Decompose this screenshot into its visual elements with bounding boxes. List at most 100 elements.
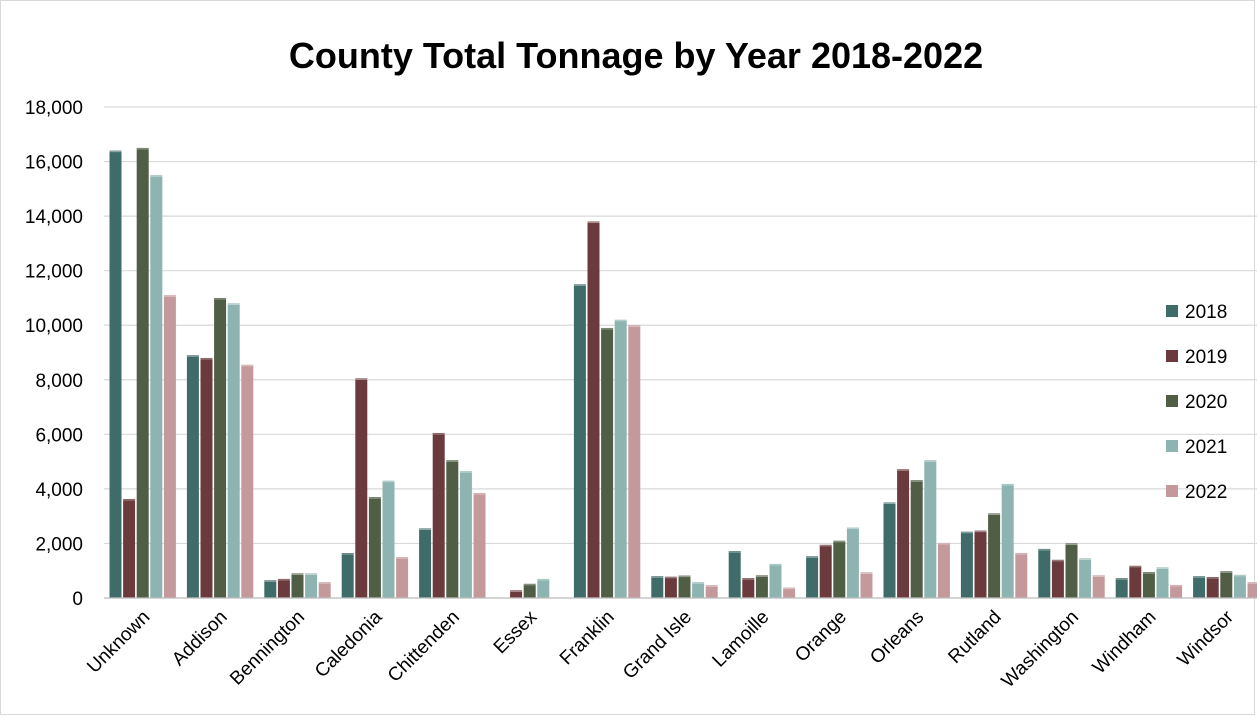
y-tick-label: 12,000 <box>25 262 83 283</box>
bar-windham-2019 <box>1129 566 1141 598</box>
bar-chittenden-2021 <box>460 471 472 598</box>
legend-swatch <box>1166 440 1178 452</box>
bar-unknown-2018 <box>110 151 122 598</box>
bar-addison-2022 <box>241 365 253 598</box>
bar-essex-2020 <box>524 584 536 598</box>
bar-unknown-2021 <box>150 175 162 598</box>
bar-rutland-2018 <box>961 532 973 598</box>
bar-windsor-2021 <box>1234 575 1246 598</box>
bar-bennington-2022 <box>319 582 331 598</box>
x-tick-label: Orange <box>791 607 851 667</box>
bar-bennington-2021 <box>305 573 317 598</box>
x-tick-label: Chittenden <box>384 607 464 687</box>
legend-label: 2020 <box>1185 392 1227 413</box>
bar-lamoille-2018 <box>729 551 741 598</box>
bar-windsor-2018 <box>1193 576 1205 598</box>
x-tick-label: Franklin <box>556 607 619 670</box>
bar-caledonia-2020 <box>369 497 381 598</box>
bar-orange-2020 <box>833 541 845 598</box>
legend-label: 2022 <box>1185 482 1227 503</box>
legend-label: 2019 <box>1185 347 1227 368</box>
y-tick-label: 8,000 <box>35 371 83 392</box>
bar-lamoille-2022 <box>783 588 795 598</box>
bar-washington-2022 <box>1093 575 1105 598</box>
bar-addison-2018 <box>187 355 199 598</box>
bar-chittenden-2018 <box>419 528 431 598</box>
bar-franklin-2022 <box>628 325 640 598</box>
x-tick-label: Grand Isle <box>619 607 696 684</box>
y-axis: 02,0004,0006,0008,00010,00012,00014,0001… <box>25 98 83 610</box>
bar-rutland-2019 <box>975 531 987 598</box>
bar-franklin-2021 <box>615 320 627 598</box>
legend-label: 2018 <box>1185 302 1227 323</box>
bar-grand-isle-2020 <box>679 576 691 598</box>
bar-windham-2020 <box>1143 572 1155 598</box>
bar-lamoille-2019 <box>742 578 754 598</box>
bar-washington-2018 <box>1038 549 1050 598</box>
bar-addison-2020 <box>214 298 226 598</box>
bar-addison-2019 <box>201 358 213 598</box>
x-tick-label: Lamoille <box>709 607 774 672</box>
bar-franklin-2019 <box>588 222 600 598</box>
bar-lamoille-2021 <box>770 564 782 598</box>
y-tick-label: 0 <box>72 589 83 610</box>
bar-essex-2021 <box>537 579 549 598</box>
bar-grand-isle-2018 <box>651 576 663 598</box>
bar-grand-isle-2019 <box>665 577 677 598</box>
bar-orleans-2019 <box>897 469 909 598</box>
bar-orange-2021 <box>847 528 859 598</box>
y-tick-label: 14,000 <box>25 207 83 228</box>
bar-caledonia-2021 <box>383 481 395 598</box>
bar-orange-2022 <box>861 572 873 598</box>
bar-caledonia-2022 <box>396 557 408 598</box>
y-tick-label: 6,000 <box>35 425 83 446</box>
chart-title: County Total Tonnage by Year 2018-2022 <box>289 35 983 76</box>
bar-windsor-2020 <box>1220 571 1232 598</box>
legend-swatch <box>1166 305 1178 317</box>
legend-swatch <box>1166 350 1178 362</box>
bar-chittenden-2019 <box>433 433 445 598</box>
bar-rutland-2022 <box>1015 553 1027 598</box>
x-tick-label: Windsor <box>1174 606 1239 671</box>
bar-bennington-2019 <box>278 579 290 598</box>
bar-orleans-2020 <box>911 480 923 598</box>
bar-orange-2019 <box>820 545 832 598</box>
bar-orleans-2022 <box>938 543 950 598</box>
bar-washington-2021 <box>1079 558 1091 598</box>
bar-franklin-2018 <box>574 284 586 598</box>
legend: 2018 2019 2020 2021 2022 <box>1166 302 1227 503</box>
x-tick-label: Bennington <box>226 607 309 690</box>
bar-windham-2021 <box>1157 567 1169 598</box>
legend-label: 2021 <box>1185 437 1227 458</box>
bar-chittenden-2020 <box>446 460 458 598</box>
bar-grand-isle-2022 <box>706 585 718 598</box>
bar-unknown-2020 <box>137 148 149 598</box>
bar-orleans-2018 <box>884 503 896 598</box>
y-tick-label: 16,000 <box>25 153 83 174</box>
x-tick-label: Caledonia <box>311 606 387 682</box>
bar-rutland-2021 <box>1002 484 1014 598</box>
bar-lamoille-2020 <box>756 575 768 598</box>
bar-washington-2019 <box>1052 560 1064 598</box>
bar-windsor-2019 <box>1207 577 1219 598</box>
bar-unknown-2022 <box>164 295 176 598</box>
bar-caledonia-2019 <box>355 378 367 598</box>
bar-orange-2018 <box>806 556 818 598</box>
y-tick-label: 10,000 <box>25 316 83 337</box>
bar-bennington-2020 <box>292 573 304 598</box>
bar-bennington-2018 <box>264 580 276 598</box>
x-tick-label: Washington <box>998 607 1083 692</box>
bar-windsor-2022 <box>1248 582 1257 598</box>
bar-chittenden-2022 <box>474 493 486 598</box>
y-tick-label: 4,000 <box>35 480 83 501</box>
bar-addison-2021 <box>228 303 240 598</box>
bar-caledonia-2018 <box>342 553 354 598</box>
x-tick-label: Essex <box>490 606 542 658</box>
bar-unknown-2019 <box>123 499 135 598</box>
x-tick-label: Windham <box>1089 607 1161 679</box>
x-tick-label: Orleans <box>866 607 928 669</box>
x-tick-label: Rutland <box>944 607 1005 668</box>
